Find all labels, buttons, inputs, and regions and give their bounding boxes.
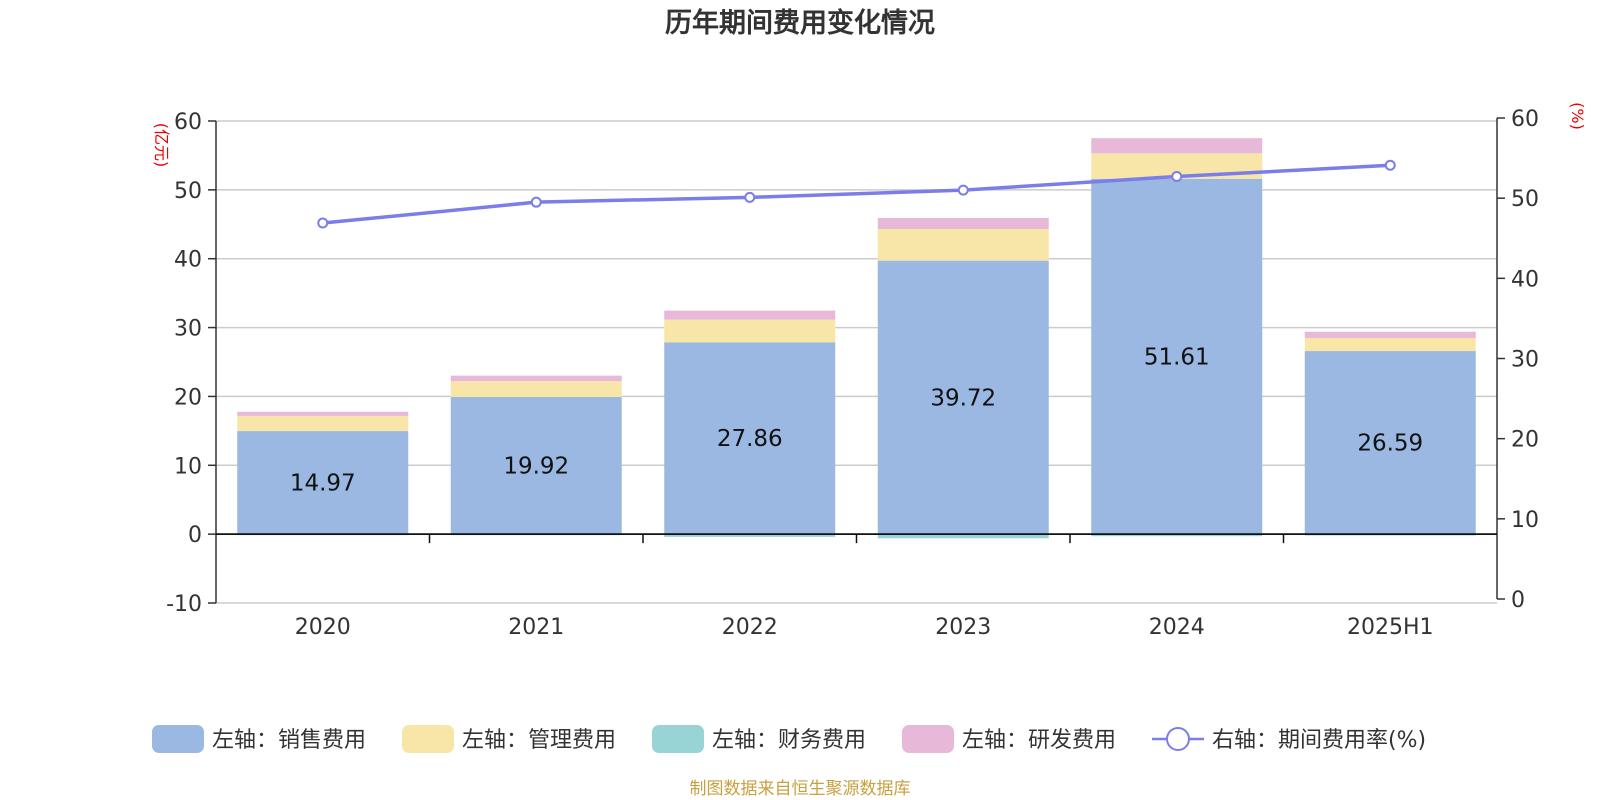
bar-segment (450, 396, 622, 535)
bar-segment (877, 534, 1049, 539)
bar-stacks (237, 138, 1476, 539)
right-axis-tick-label: 0 (1511, 588, 1525, 613)
axes: 60 50 40 30 20 10 0 -10 60 50 40 30 20 10 0 2020 2021 202… (166, 107, 1539, 640)
bar-segment (877, 217, 1049, 229)
bar-segment (664, 342, 836, 535)
bar-segment (877, 228, 1049, 261)
left-axis-tick-label: 60 (174, 110, 202, 135)
bar-value-label: 51.61 (1144, 344, 1210, 370)
legend-label: 左轴：财务费用 (712, 728, 866, 753)
legend-swatch (652, 725, 704, 753)
rate-point (317, 217, 329, 229)
bar-segment (1304, 331, 1476, 338)
chart-title: 历年期间费用变化情况 (665, 7, 935, 39)
data-source-note: 制图数据来自恒生聚源数据库 (690, 779, 911, 799)
data-labels: 14.97 19.92 27.86 39.72 51.61 26.59 (290, 344, 1423, 496)
legend-swatch (902, 725, 954, 753)
right-axis-unit-label: (%) (1568, 102, 1587, 130)
x-axis-tick-label: 2020 (295, 615, 351, 640)
bar-value-label: 14.97 (290, 471, 356, 497)
bar-segment (1091, 178, 1263, 535)
rate-point (530, 196, 542, 208)
bar-value-label: 19.92 (503, 454, 569, 480)
bar-value-label: 26.59 (1357, 431, 1423, 457)
right-axis-tick-label: 50 (1511, 187, 1539, 212)
legend-swatch (152, 725, 204, 753)
bar-segment (237, 431, 409, 535)
bar-segment (237, 411, 409, 416)
legend-label: 右轴：期间费用率(%) (1212, 728, 1426, 753)
legend-label: 左轴：销售费用 (212, 728, 366, 753)
bar-value-label: 39.72 (930, 385, 996, 411)
bar-segment (237, 415, 409, 432)
rate-point (1171, 171, 1183, 183)
right-axis-tick-label: 20 (1511, 428, 1539, 453)
rate-line-series (317, 159, 1396, 229)
legend-label: 左轴：管理费用 (462, 728, 616, 753)
left-axis-tick-label: 50 (174, 179, 202, 204)
right-axis-tick-label: 40 (1511, 267, 1539, 292)
right-axis-tick-label: 30 (1511, 348, 1539, 373)
bar-segment (664, 310, 836, 320)
left-axis-tick-label: 0 (188, 523, 202, 548)
bar-segment (877, 260, 1049, 535)
x-axis-tick-label: 2021 (508, 615, 564, 640)
left-axis-tick-label: 20 (174, 385, 202, 410)
left-axis-unit-label: (亿元) (152, 123, 171, 168)
rate-point (744, 191, 756, 203)
left-axis-tick-label: -10 (166, 592, 202, 617)
bar-segment (664, 319, 836, 343)
rate-point (957, 184, 969, 196)
left-axis-tick-label: 30 (174, 317, 202, 342)
bar-segment (450, 381, 622, 397)
x-axis-tick-label: 2024 (1149, 615, 1205, 640)
x-axis-tick-label: 2023 (935, 615, 991, 640)
bar-segment (664, 534, 836, 537)
right-axis-tick-label: 10 (1511, 508, 1539, 533)
bar-segment (1304, 337, 1476, 352)
rate-point (1384, 159, 1396, 171)
x-axis-tick-label: 2022 (722, 615, 778, 640)
legend-line-marker (1166, 727, 1190, 751)
grid-lines (216, 120, 1497, 604)
left-axis-tick-label: 10 (174, 454, 202, 479)
legend: 左轴：销售费用 左轴：管理费用 左轴：财务费用 左轴：研发费用 右轴：期间费用率(%) (152, 725, 1426, 753)
bar-segment (1304, 351, 1476, 535)
legend-swatch (402, 725, 454, 753)
bar-segment (1091, 138, 1263, 154)
right-axis-tick-label: 60 (1511, 107, 1539, 132)
x-axis-tick-label: 2025H1 (1347, 615, 1434, 640)
left-axis-tick-label: 40 (174, 248, 202, 273)
legend-label: 左轴：研发费用 (962, 728, 1116, 753)
bar-segment (450, 375, 622, 382)
rate-line (322, 163, 1391, 225)
bar-segment (1091, 534, 1263, 537)
bar-value-label: 27.86 (717, 426, 783, 452)
